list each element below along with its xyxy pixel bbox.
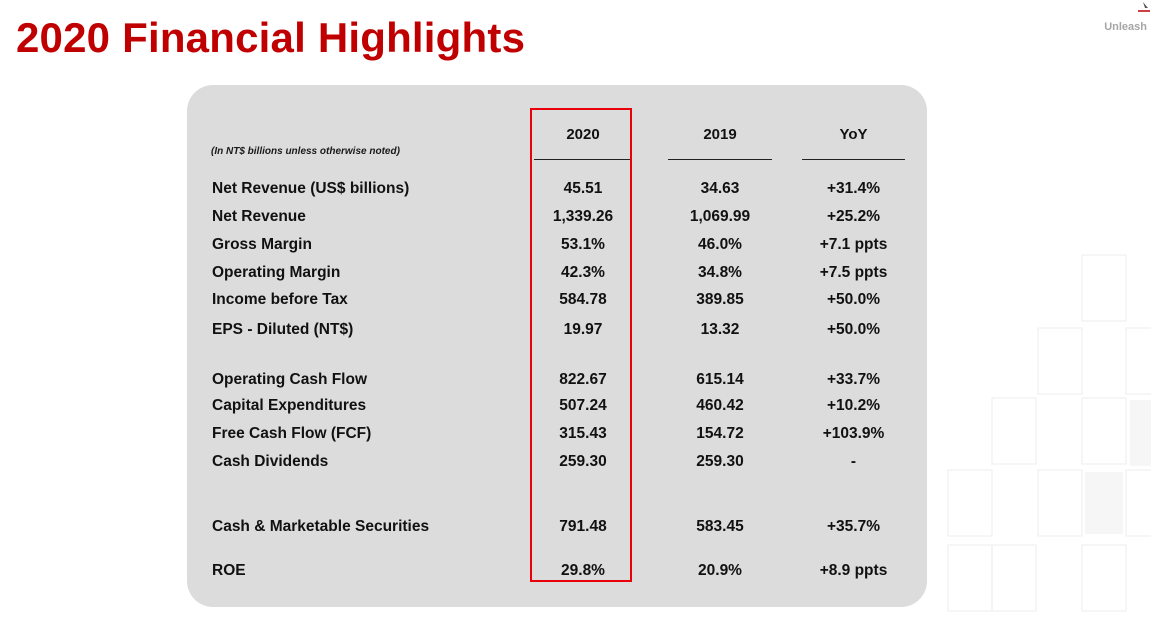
cell-2020: 1,339.26 [552, 208, 614, 225]
cell-2020: 315.43 [559, 425, 607, 442]
financial-table-panel [187, 85, 927, 607]
cell-yoy: +50.0% [826, 321, 880, 338]
cell-yoy: +35.7% [826, 518, 880, 535]
cell-yoy: +7.1 ppts [819, 236, 888, 253]
column-header-2019: 2019 [703, 126, 737, 143]
cell-2019: 460.42 [696, 397, 744, 414]
cell-2019: 34.8% [698, 264, 742, 281]
cell-yoy: - [850, 453, 857, 470]
cell-2020: 53.1% [561, 236, 605, 253]
column-header-2020: 2020 [566, 126, 600, 143]
cell-2020: 45.51 [563, 180, 603, 197]
row-label: ROE [212, 562, 246, 579]
cell-2019: 154.72 [696, 425, 744, 442]
cell-2019: 583.45 [696, 518, 744, 535]
header-underline [802, 159, 905, 160]
header-underline [534, 159, 632, 160]
cell-yoy: +8.9 ppts [819, 562, 888, 579]
cell-2020: 584.78 [559, 291, 607, 308]
cell-2020: 822.67 [559, 371, 607, 388]
row-label: Income before Tax [212, 291, 348, 308]
row-label: Operating Margin [212, 264, 341, 281]
cell-2020: 29.8% [561, 562, 605, 579]
cell-2019: 20.9% [698, 562, 742, 579]
brand-tagline: Unleash [1104, 21, 1147, 33]
cell-yoy: +7.5 ppts [819, 264, 888, 281]
cell-yoy: +25.2% [826, 208, 880, 225]
cell-2019: 1,069.99 [689, 208, 751, 225]
row-label: Cash & Marketable Securities [212, 518, 430, 535]
logo-icon [1138, 2, 1150, 12]
row-label: EPS - Diluted (NT$) [212, 321, 354, 338]
cell-2019: 34.63 [700, 180, 740, 197]
row-label: Cash Dividends [212, 453, 329, 470]
cell-2019: 615.14 [696, 371, 744, 388]
row-label: Gross Margin [212, 236, 312, 253]
cell-2020: 507.24 [559, 397, 607, 414]
cell-yoy: +31.4% [826, 180, 880, 197]
row-label: Operating Cash Flow [212, 371, 368, 388]
cell-2020: 42.3% [561, 264, 605, 281]
column-header-yoy: YoY [839, 126, 868, 143]
cell-yoy: +50.0% [826, 291, 880, 308]
cell-yoy: +33.7% [826, 371, 880, 388]
cell-2019: 389.85 [696, 291, 744, 308]
row-label: Net Revenue (US$ billions) [212, 180, 410, 197]
cell-2019: 259.30 [696, 453, 744, 470]
cell-2020: 19.97 [563, 321, 603, 338]
header-underline [668, 159, 772, 160]
cell-yoy: +103.9% [822, 425, 885, 442]
highlight-2020-column-box [530, 108, 632, 582]
cell-2019: 46.0% [698, 236, 742, 253]
row-label: Net Revenue [212, 208, 306, 225]
row-label: Free Cash Flow (FCF) [212, 425, 372, 442]
cell-2020: 791.48 [559, 518, 607, 535]
row-label: Capital Expenditures [212, 397, 367, 414]
page-title: 2020 Financial Highlights [16, 14, 526, 61]
cell-2019: 13.32 [700, 321, 740, 338]
cell-2020: 259.30 [559, 453, 607, 470]
cell-yoy: +10.2% [826, 397, 880, 414]
units-note: (In NT$ billions unless otherwise noted) [211, 146, 400, 157]
